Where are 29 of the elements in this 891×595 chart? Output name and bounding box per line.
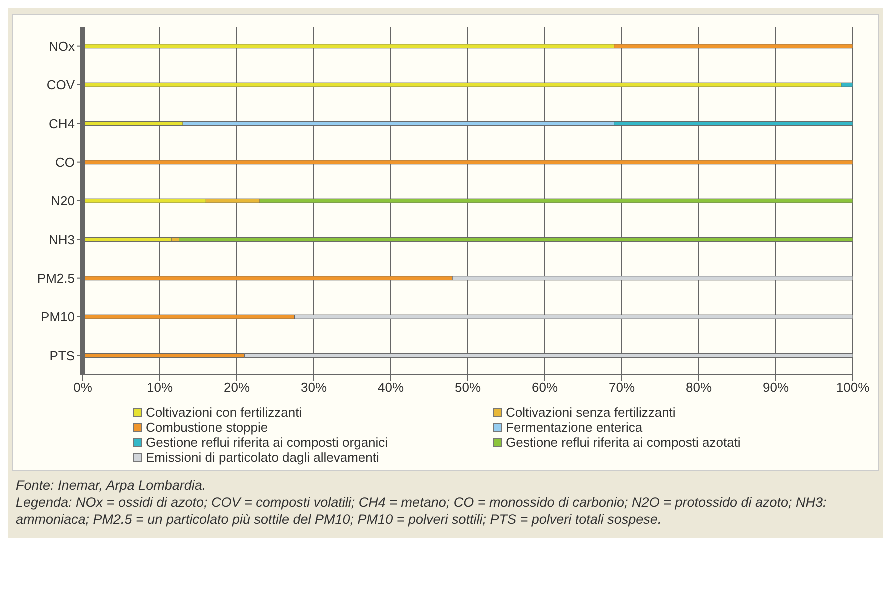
text: Legenda: NOx = ossidi di azoto; COV = composti volatili; CH4 = metano; CO = monossido di carbonio; N2O = protossido di azoto; NH3: ammoniaca; PM2.5 = un particolato più sottile del PM10; PM10 = polveri sottili; PTS = polveri totali sospese. xyxy=(16,494,828,528)
source-note: Fonte: Inemar, Arpa Lombardia. xyxy=(16,477,208,494)
x-tick-label: 10% xyxy=(146,380,174,396)
y-tick-label: COV xyxy=(46,78,76,93)
legend-label: Emissioni di particolato dagli allevamenti xyxy=(145,450,380,465)
legend-label: Fermentazione enterica xyxy=(505,420,644,435)
y-tick-label: PTS xyxy=(50,348,76,364)
x-tick-label: 30% xyxy=(300,380,328,396)
x-tick-label: 0% xyxy=(74,380,93,396)
y-tick-label: N20 xyxy=(51,194,75,209)
legend-label: Coltivazioni con fertilizzanti xyxy=(145,405,304,420)
x-tick-label: 70% xyxy=(608,380,636,396)
x-tick-label: 40% xyxy=(378,380,404,396)
y-tick-label: NH3 xyxy=(48,232,75,248)
x-tick-label: 20% xyxy=(224,380,250,396)
legend-label: Combustione stoppie xyxy=(145,420,270,435)
y-tick-label: NOx xyxy=(49,38,76,54)
y-tick-label: CO xyxy=(56,154,75,170)
x-tick-label: 60% xyxy=(532,380,558,396)
x-tick-label: 80% xyxy=(686,380,712,396)
y-tick-label: PM10 xyxy=(41,310,75,325)
legend-label: Gestione reflui riferita ai composti azotati xyxy=(505,435,742,450)
legend-label: Coltivazioni senza fertilizzanti xyxy=(505,405,677,420)
y-tick-label: PM2.5 xyxy=(37,270,75,286)
x-tick-label: 50% xyxy=(454,380,482,396)
legend-label: Gestione reflui riferita ai composti organici xyxy=(145,435,390,450)
x-tick-label: 90% xyxy=(762,380,790,396)
y-tick-label: CH4 xyxy=(48,116,75,132)
x-tick-label: 100% xyxy=(836,380,870,396)
